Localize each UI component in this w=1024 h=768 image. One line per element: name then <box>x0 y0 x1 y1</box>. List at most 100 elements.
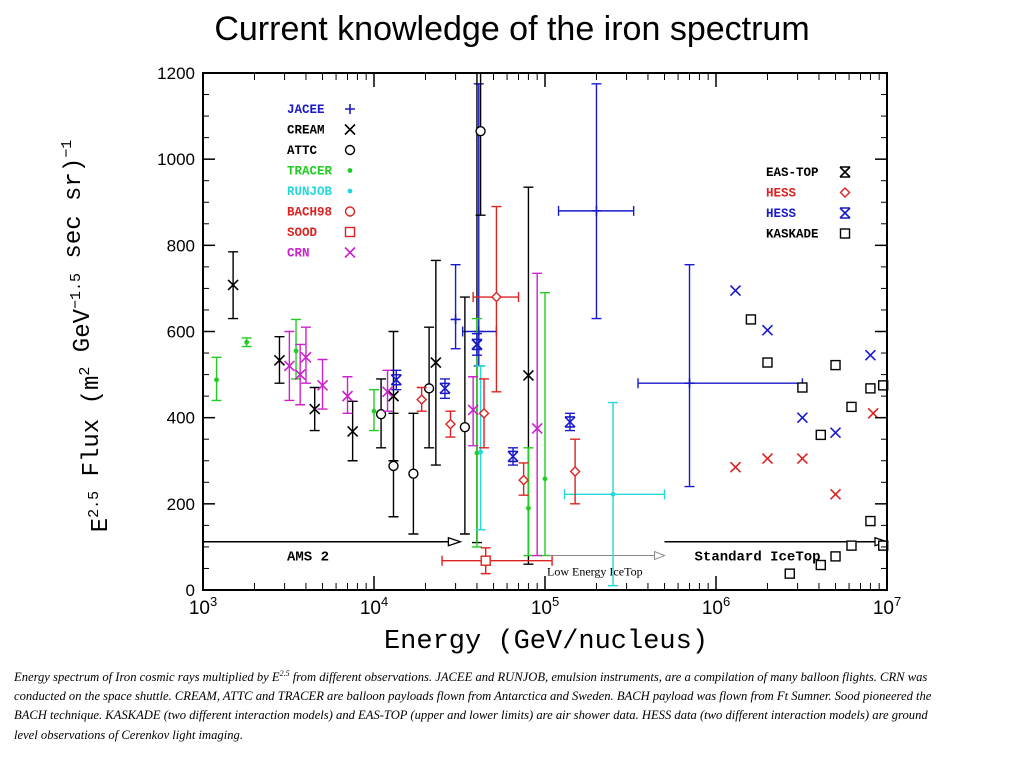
tracer-error-bar <box>523 447 534 557</box>
caption-part2: from different observations. JACEE and R… <box>14 670 932 742</box>
jacee-x-error-bar <box>637 378 804 389</box>
tracer-point <box>371 408 377 414</box>
crn-error-bar <box>532 272 543 557</box>
caption-sup: 2.5 <box>279 668 290 678</box>
bach98-point <box>490 291 502 303</box>
legend-hess: HESS <box>766 207 797 221</box>
kaskade-point <box>797 382 808 393</box>
cream-point <box>387 390 400 402</box>
crn-error-bar <box>468 376 479 447</box>
eas-top-point <box>507 450 519 463</box>
y-tick-label: 1200 <box>157 64 195 83</box>
legend-marker-bach98 <box>344 206 356 217</box>
jacee-error-bar <box>473 83 484 367</box>
legend-marker-cream <box>344 123 356 136</box>
attc-point <box>459 421 471 433</box>
legend-sood: SOOD <box>287 226 318 240</box>
legend-runjob: RUNJOB <box>287 185 333 199</box>
hess-point <box>761 453 774 465</box>
cream-point <box>309 403 321 415</box>
eas-top-point <box>439 382 451 395</box>
kaskade-point <box>846 401 857 413</box>
crn-point <box>316 379 329 391</box>
crn-point <box>294 369 306 381</box>
runjob-point <box>478 449 483 455</box>
x-tick-label: 105 <box>531 594 559 619</box>
kaskade-point <box>745 314 757 325</box>
kaskade-point <box>815 429 826 441</box>
crn-point <box>467 404 479 416</box>
legend-marker-attc <box>344 144 356 156</box>
crn-point <box>283 360 295 372</box>
legend-marker-jacee <box>345 104 355 114</box>
y-tick-label: 1000 <box>157 150 195 169</box>
x-tick-label: 107 <box>873 594 901 619</box>
tracer-point <box>293 348 299 354</box>
jacee-point <box>473 326 484 337</box>
sood-point <box>480 555 491 566</box>
legend-eas-top: EAS-TOP <box>766 166 819 180</box>
eas-top-point <box>564 416 576 428</box>
legend-jacee: JACEE <box>287 103 325 117</box>
legend-cream: CREAM <box>287 124 325 138</box>
slide-title: Current knowledge of the iron spectrum <box>214 10 810 48</box>
jacee-error-bar <box>450 264 461 350</box>
hess-point <box>796 412 808 424</box>
legend-hess: HESS <box>766 187 797 201</box>
y-tick-label: 600 <box>167 323 195 342</box>
kaskade-point <box>865 383 876 394</box>
legend-crn: CRN <box>287 247 310 261</box>
x-tick-label: 103 <box>189 594 217 619</box>
tracer-point <box>214 377 219 383</box>
x-axis-label: Energy (GeV/nucleus) <box>384 627 708 657</box>
bach98-point <box>444 418 456 430</box>
runjob-point <box>610 491 616 497</box>
jacee-error-bar <box>591 83 602 320</box>
jacee-point <box>450 314 461 325</box>
kaskade-point <box>830 551 841 562</box>
crn-point <box>300 351 312 363</box>
kaskade-point <box>762 357 773 368</box>
kaskade-point <box>815 559 826 571</box>
attc-point <box>408 468 419 479</box>
attc-error-bar <box>459 296 470 535</box>
kaskade-point <box>830 359 841 371</box>
bach98-point <box>518 474 530 486</box>
ams-2-label: AMS 2 <box>287 550 329 566</box>
y-tick-label: 800 <box>167 236 195 255</box>
cream-point <box>430 356 442 369</box>
hess-point <box>867 407 879 419</box>
standard-icetop-label: Standard IceTop <box>695 550 821 566</box>
tracer-point <box>474 450 480 456</box>
cream-point <box>273 354 286 366</box>
hess-point <box>829 427 842 439</box>
legend-marker-runjob <box>347 188 353 194</box>
figure-caption: Energy spectrum of Iron cosmic rays mult… <box>14 668 934 745</box>
legend-attc: ATTC <box>287 144 318 158</box>
y-axis-label: E2.5 Flux (m2 GeV−1.5 sec sr)−1 <box>59 140 115 533</box>
attc-point <box>475 125 486 137</box>
kaskade-point <box>865 515 876 527</box>
caption-part1: Energy spectrum of Iron cosmic rays mult… <box>14 670 280 684</box>
legend-marker-hess <box>839 187 851 198</box>
jacee-error-bar <box>684 264 695 488</box>
bach98-point <box>478 407 490 419</box>
y-tick-label: 200 <box>167 495 195 514</box>
eas-top-point <box>390 373 402 386</box>
low-energy-icetop-arrow <box>654 550 666 561</box>
bach98-point <box>569 466 581 478</box>
hess-point <box>729 285 742 297</box>
tracer-point <box>526 505 531 511</box>
legend-marker-tracer <box>347 168 353 173</box>
cream-point <box>227 279 239 291</box>
eas-top-point <box>471 338 483 351</box>
kaskade-point <box>846 540 857 551</box>
attc-point <box>388 460 399 472</box>
hess-point <box>729 461 742 473</box>
sood-x-error-bar <box>441 555 553 566</box>
y-tick-label: 0 <box>186 581 195 600</box>
y-tick-label: 400 <box>167 409 195 428</box>
kaskade-point <box>784 568 795 579</box>
cream-point <box>522 369 534 382</box>
legend-tracer: TRACER <box>287 165 333 179</box>
